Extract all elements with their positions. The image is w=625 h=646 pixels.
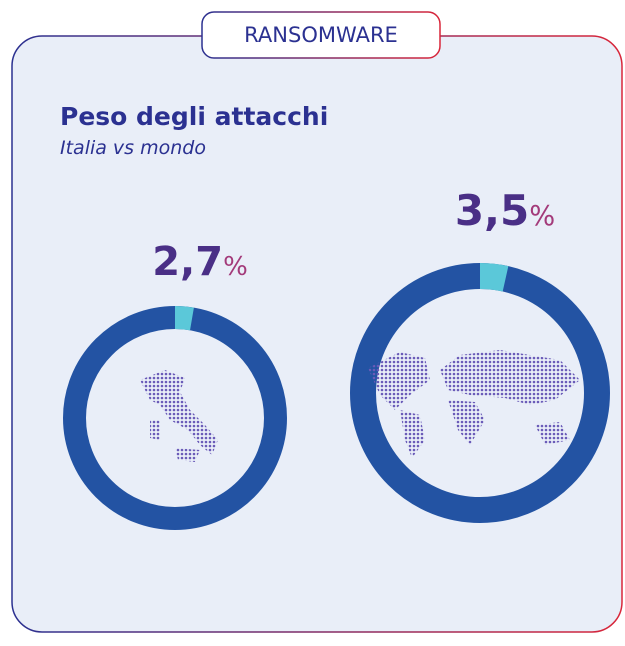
subtitle: Italia vs mondo — [60, 137, 206, 159]
italy-map — [140, 370, 218, 462]
tag-box — [201, 11, 441, 59]
world-map — [368, 350, 580, 458]
donut-segment — [174, 306, 194, 331]
value-unit: % — [529, 201, 555, 232]
tag: RANSOMWARE — [244, 23, 398, 47]
value-number: 2,7 — [152, 239, 223, 285]
value-unit: % — [223, 252, 248, 282]
value-number: 3,5 — [455, 186, 529, 235]
value-label: 2,7% — [152, 239, 248, 285]
value-label: 3,5% — [455, 186, 555, 235]
title: Peso degli attacchi — [60, 102, 328, 131]
donut-segment — [479, 263, 509, 292]
